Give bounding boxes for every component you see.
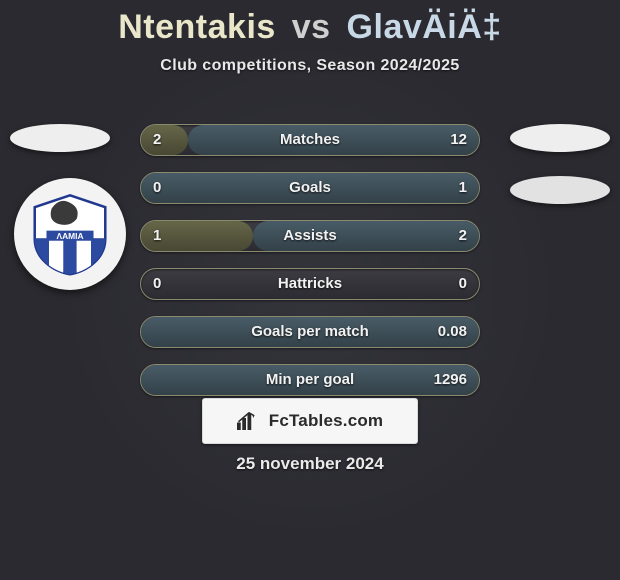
player2-placeholder-ellipse: [510, 124, 610, 152]
title-player1: Ntentakis: [118, 8, 276, 46]
stat-label: Assists: [141, 221, 479, 251]
title-player2: GlavÄiÄ‡: [347, 8, 502, 46]
club-badge-icon: ΛΑΜΙΑ: [28, 192, 112, 276]
stat-bar: 12Assists: [140, 220, 480, 252]
player2-secondary-ellipse: [510, 176, 610, 204]
stat-bar: 212Matches: [140, 124, 480, 156]
player1-placeholder-ellipse: [10, 124, 110, 152]
stat-label: Goals: [141, 173, 479, 203]
stat-bar: 01Goals: [140, 172, 480, 204]
stat-label: Goals per match: [141, 317, 479, 347]
subtitle: Club competitions, Season 2024/2025: [0, 57, 620, 75]
svg-text:ΛΑΜΙΑ: ΛΑΜΙΑ: [57, 231, 84, 241]
stat-label: Matches: [141, 125, 479, 155]
stat-bar: 00Hattricks: [140, 268, 480, 300]
stat-bar: 1296Min per goal: [140, 364, 480, 396]
brand-text: FcTables.com: [269, 411, 384, 431]
title-vs: vs: [292, 8, 331, 46]
fctables-icon: [237, 412, 261, 430]
stat-bar: 0.08Goals per match: [140, 316, 480, 348]
date-text: 25 november 2024: [0, 454, 620, 474]
stat-label: Hattricks: [141, 269, 479, 299]
brand-box: FcTables.com: [202, 398, 418, 444]
stat-label: Min per goal: [141, 365, 479, 395]
infographic-root: Ntentakis vs GlavÄiÄ‡ Club competitions,…: [0, 0, 620, 580]
stat-bars: 212Matches 01Goals 12Assists 00Hattricks 0.0…: [140, 124, 480, 412]
title-row: Ntentakis vs GlavÄiÄ‡: [0, 0, 620, 47]
club-badge: ΛΑΜΙΑ: [14, 178, 126, 290]
